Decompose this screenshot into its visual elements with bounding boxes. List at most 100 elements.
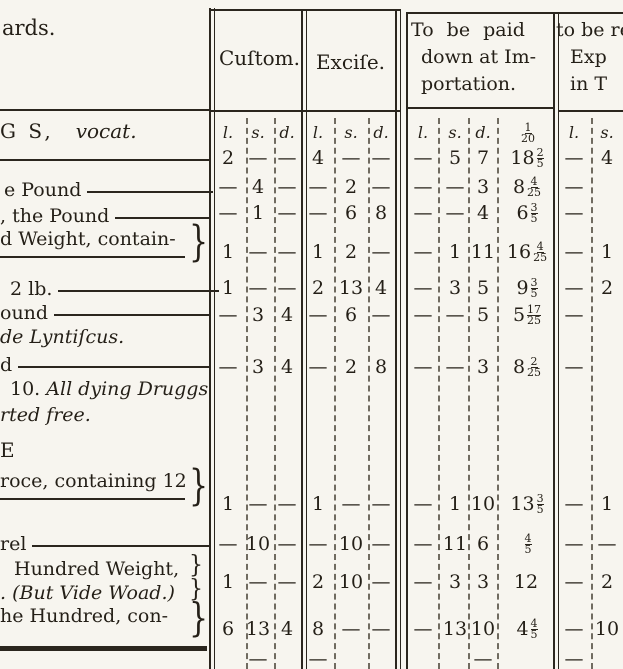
cell-import-s: 5 [448,147,462,169]
fraction-numerator: 3 [536,491,544,505]
cell-custom-s: 13 [245,618,271,640]
cell-custom-s: — [248,277,268,299]
fraction-denominator: 5 [536,156,544,170]
cell-custom-l: 1 [221,493,235,515]
importation-header-line1: To be paid [411,19,525,41]
table-top-rule [406,12,623,14]
cell-excise-l: 8 [311,618,325,640]
column-letter-shillings: s. [344,123,358,142]
table-vertical-rule [406,12,408,669]
fraction-numerator: 17 [527,302,542,316]
cell-excise-s: — [341,147,361,169]
cell-excise-l: — [308,648,328,669]
cell-excise-s: — [341,493,361,515]
exportation-header-line2: Exp [570,46,607,68]
cell-import-s: — [445,304,465,326]
cell-excise-s: 6 [344,202,358,224]
item-label: d Weight, contain- [0,226,209,252]
fraction-numerator: 4 [524,531,532,545]
column-letter-pence: d. [475,123,491,142]
cell-export-l: — [564,618,584,640]
fraction-integer: 8 [512,356,526,378]
cell-import-l: — [413,277,433,299]
cell-import-d: 6 [476,533,490,555]
table-row: 1 — — 1 — — — 1 10 13 3 5 — 1 [0,491,623,517]
cell-custom-d: 4 [280,618,294,640]
column-letter-pounds: l. [568,123,580,142]
cell-import-l: — [413,493,433,515]
cell-excise-d: — [371,147,391,169]
header-bottom-rule [406,107,553,109]
cell-import-d: 5 [476,304,490,326]
cell-excise-d: — [371,176,391,198]
cell-import-d: 3 [476,176,490,198]
row-rule [0,498,185,500]
cell-import-l: — [413,202,433,224]
fraction-denominator: 25 [527,365,542,379]
cell-excise-l: — [308,176,328,198]
fraction-denominator: 5 [524,542,532,556]
fraction-numerator: 4 [536,239,544,253]
cell-import-fraction: 13 3 5 [501,491,553,517]
cell-excise-s: 10 [338,533,364,555]
item-note: de Lyntiſcus. [0,326,125,348]
cell-excise-d: — [371,571,391,593]
cell-excise-l: — [308,304,328,326]
cell-custom-d: — [277,147,297,169]
cell-custom-s: — [248,147,268,169]
cell-import-d: 5 [476,277,490,299]
cell-custom-s: 3 [251,304,265,326]
cell-custom-d: — [277,533,297,555]
item-label: . (But Vide Woad.) [0,580,209,606]
item-label: Hundred Weight, [0,556,223,582]
cell-excise-l: — [308,356,328,378]
cell-import-s: 1 [448,493,462,515]
cell-export-l: — [564,304,584,326]
cell-excise-s: — [341,618,361,640]
column-letter-shillings: s. [251,123,265,142]
item-label: roce, containing 12 [0,468,209,494]
table-row: — 10 — — 10 — — 11 6 45 — — [0,531,623,557]
section-title-latin: vocat. [75,119,137,143]
fraction-integer: 8 [512,176,526,198]
column-letter-pounds: l. [417,123,429,142]
cell-import-l: — [413,533,433,555]
column-separator [334,118,336,669]
fraction-numerator: 1 [524,120,532,134]
cell-custom-l: — [218,304,238,326]
fraction-integer: 18 [510,147,535,169]
item-label-text: , the Pound [0,205,110,227]
table-row-partial: — — — — [0,646,623,669]
fraction-numerator: 3 [530,275,538,289]
fraction-integer: 12 [513,571,539,593]
table-row: 1— — 1 2— —1 11 16 4 25 —1 [0,239,623,265]
cell-export-s: 1 [600,493,614,515]
section-title-caps: G S, [0,119,54,143]
item-label-text: roce, containing 12 [0,470,187,492]
cell-export-l: — [564,493,584,515]
header-bottom-rule [209,110,401,112]
column-separator [438,118,440,669]
cell-excise-l: 1 [311,493,325,515]
leader-line [87,191,213,193]
column-letter-pence: d. [279,123,295,142]
cell-import-s: — [445,176,465,198]
fraction-denominator: 25 [533,250,548,264]
column-letter-shillings: s. [600,123,614,142]
section-letter-fragment: E [0,438,15,462]
excise-column-header: Exciſe. [315,50,386,74]
table-row: —4— —2— — —3 8 4 25 — [0,174,623,200]
cell-import-l: — [413,618,433,640]
section-bottom-rule [0,646,207,651]
cell-excise-d: — [371,493,391,515]
cell-import-l: — [413,356,433,378]
cell-import-fraction: 12 [501,569,553,595]
cell-import-fraction: 18 2 5 [501,145,553,171]
fraction-denominator: 25 [527,185,542,199]
curly-brace: } [189,217,209,267]
header-bottom-rule [558,110,623,112]
cell-custom-d: — [277,571,297,593]
